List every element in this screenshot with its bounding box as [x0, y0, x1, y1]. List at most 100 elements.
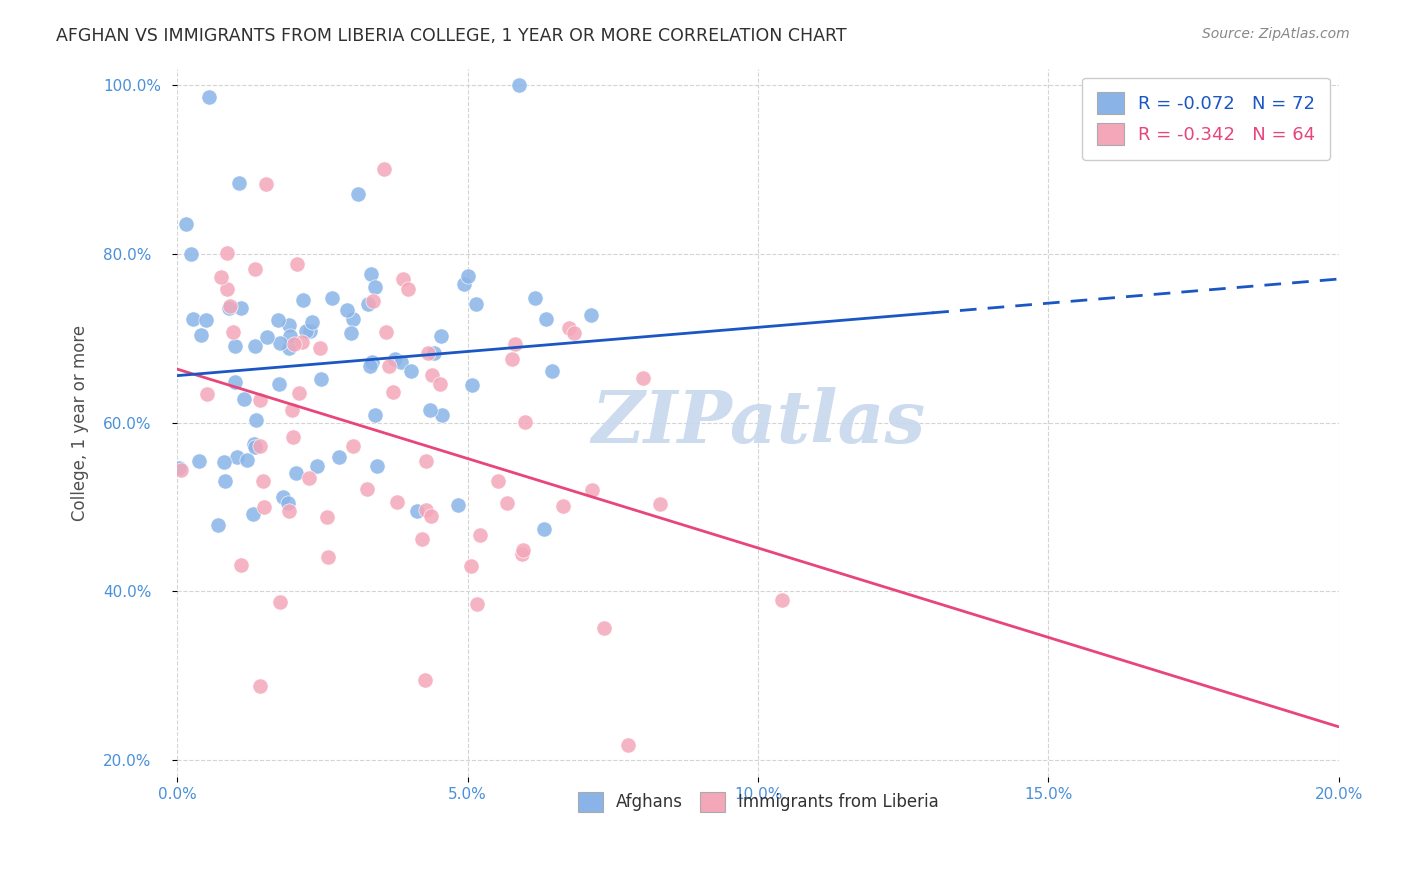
- Point: [188, 454, 211, 468]
- Point: [375, 326, 398, 340]
- Point: [243, 437, 266, 451]
- Point: [277, 341, 299, 355]
- Point: [503, 337, 526, 351]
- Point: [226, 450, 249, 464]
- Point: [221, 326, 243, 340]
- Point: [280, 403, 302, 417]
- Point: [384, 351, 406, 366]
- Point: [648, 497, 671, 511]
- Point: [294, 324, 316, 338]
- Point: [278, 329, 301, 343]
- Point: [267, 377, 290, 392]
- Point: [181, 311, 204, 326]
- Point: [283, 336, 305, 351]
- Point: [321, 291, 343, 305]
- Point: [305, 458, 328, 473]
- Point: [277, 496, 299, 510]
- Point: [249, 679, 271, 693]
- Point: [283, 430, 305, 444]
- Point: [423, 346, 446, 360]
- Point: [298, 324, 321, 338]
- Point: [581, 483, 603, 497]
- Point: [256, 330, 278, 344]
- Point: [382, 385, 405, 400]
- Point: [419, 403, 441, 417]
- Point: [269, 335, 291, 350]
- Legend: Afghans, Immigrants from Liberia: Afghans, Immigrants from Liberia: [564, 778, 952, 825]
- Point: [429, 377, 451, 392]
- Point: [215, 246, 238, 260]
- Point: [309, 371, 332, 385]
- Point: [218, 299, 240, 313]
- Point: [366, 459, 388, 474]
- Point: [429, 329, 451, 343]
- Point: [415, 454, 437, 468]
- Point: [396, 282, 419, 296]
- Point: [271, 491, 294, 505]
- Point: [413, 673, 436, 687]
- Point: [228, 176, 250, 190]
- Point: [308, 342, 330, 356]
- Point: [269, 595, 291, 609]
- Point: [236, 453, 259, 467]
- Point: [232, 392, 254, 406]
- Point: [373, 162, 395, 177]
- Point: [195, 386, 218, 401]
- Point: [285, 257, 308, 271]
- Point: [198, 90, 221, 104]
- Point: [364, 280, 387, 294]
- Point: [411, 532, 433, 546]
- Y-axis label: College, 1 year or more: College, 1 year or more: [72, 325, 89, 521]
- Point: [245, 413, 267, 427]
- Point: [513, 415, 536, 429]
- Point: [359, 359, 381, 373]
- Point: [291, 293, 314, 307]
- Point: [298, 471, 321, 485]
- Point: [252, 474, 274, 488]
- Point: [284, 466, 307, 480]
- Point: [501, 351, 523, 366]
- Point: [357, 297, 380, 311]
- Point: [209, 270, 232, 285]
- Point: [534, 312, 557, 326]
- Point: [291, 335, 314, 350]
- Point: [174, 217, 197, 231]
- Text: ZIPatlas: ZIPatlas: [591, 387, 925, 458]
- Point: [328, 450, 350, 465]
- Point: [457, 268, 479, 283]
- Point: [249, 393, 271, 408]
- Point: [277, 318, 299, 332]
- Point: [387, 495, 409, 509]
- Point: [617, 738, 640, 752]
- Point: [770, 593, 793, 607]
- Point: [340, 326, 363, 341]
- Point: [593, 621, 616, 635]
- Point: [389, 355, 412, 369]
- Point: [581, 309, 603, 323]
- Point: [540, 364, 562, 378]
- Point: [356, 482, 378, 496]
- Point: [558, 321, 581, 335]
- Text: Source: ZipAtlas.com: Source: ZipAtlas.com: [1202, 27, 1350, 41]
- Point: [207, 518, 229, 533]
- Point: [447, 498, 470, 512]
- Point: [467, 597, 489, 611]
- Point: [486, 474, 509, 488]
- Point: [342, 439, 364, 453]
- Point: [218, 301, 240, 315]
- Point: [512, 543, 534, 558]
- Point: [405, 504, 427, 518]
- Point: [460, 558, 482, 573]
- Point: [301, 315, 323, 329]
- Point: [170, 463, 193, 477]
- Point: [422, 368, 444, 383]
- Point: [533, 522, 555, 536]
- Point: [180, 246, 202, 260]
- Point: [277, 504, 299, 518]
- Point: [318, 550, 340, 565]
- Point: [224, 339, 246, 353]
- Point: [214, 474, 236, 488]
- Point: [169, 461, 191, 475]
- Point: [562, 326, 585, 341]
- Point: [360, 267, 382, 281]
